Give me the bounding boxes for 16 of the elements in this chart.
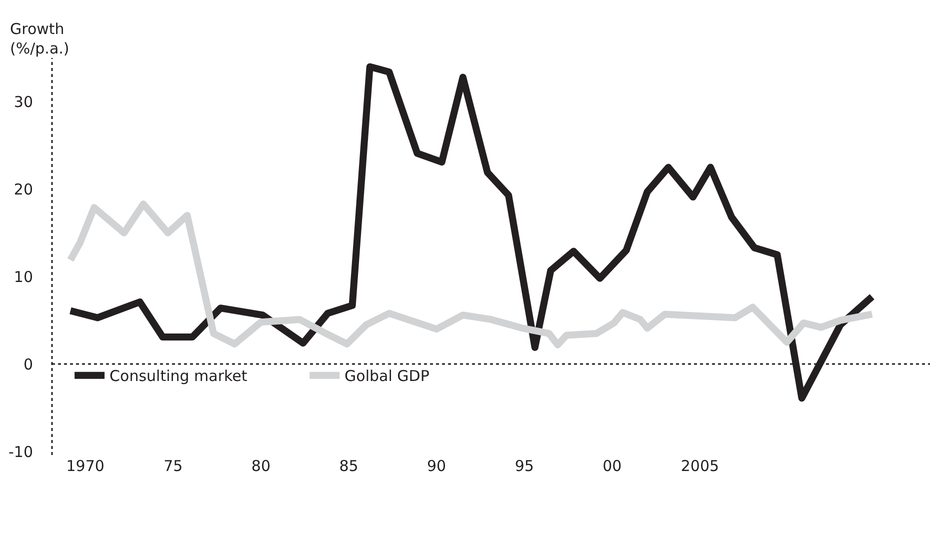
y-axis-title: Growth (%/p.a.) — [10, 20, 70, 58]
x-tick-label: 85 — [339, 457, 358, 475]
x-tick-label: 1970 — [66, 457, 104, 475]
x-tick-label: 2005 — [680, 457, 720, 475]
x-tick-label: 75 — [164, 457, 183, 475]
y-tick-label: 10 — [14, 268, 33, 286]
x-tick-label: 90 — [427, 457, 446, 475]
y-tick-label: -10 — [8, 442, 33, 461]
y-tick-label: 0 — [23, 355, 33, 374]
x-tick-label: 80 — [251, 457, 271, 475]
y-tick-label: 20 — [14, 180, 33, 198]
x-tick-label: 95 — [514, 457, 534, 475]
x-tick-label: 00 — [602, 457, 622, 475]
legend-label: Consulting market — [110, 367, 248, 386]
legend-label: Golbal GDP — [344, 367, 430, 386]
y-tick-label: 30 — [14, 92, 33, 111]
